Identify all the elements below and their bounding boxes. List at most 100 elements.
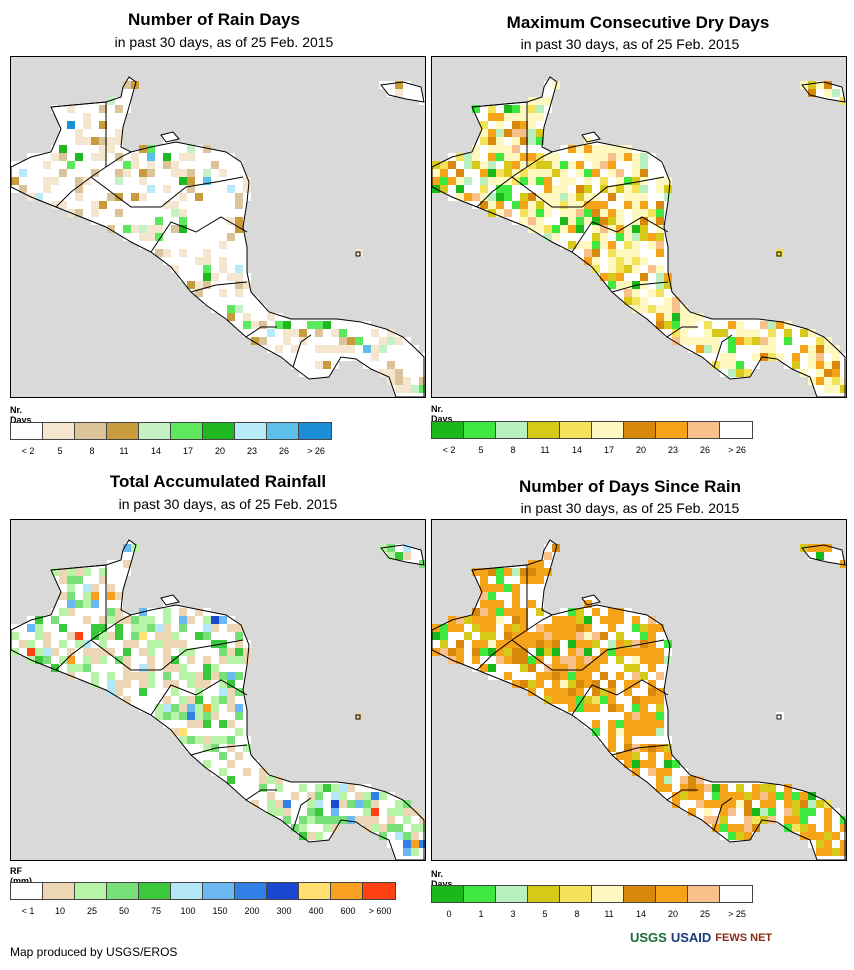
data-cell (163, 704, 171, 712)
data-cell (656, 169, 664, 177)
data-cell (323, 792, 331, 800)
data-cell (275, 337, 283, 345)
data-cell (656, 265, 664, 273)
data-cell (83, 576, 91, 584)
data-cell (339, 345, 347, 353)
data-cell (219, 257, 227, 265)
data-cell (211, 688, 219, 696)
data-cell (219, 672, 227, 680)
data-cell (592, 632, 600, 640)
data-cell (504, 632, 512, 640)
data-cell (139, 153, 147, 161)
data-cell (536, 568, 544, 576)
data-cell (784, 329, 792, 337)
data-cell (203, 720, 211, 728)
data-cell (536, 656, 544, 664)
data-cell (576, 201, 584, 209)
data-cell (91, 121, 99, 129)
country-border (526, 614, 553, 631)
data-cell (355, 345, 363, 353)
data-cell (211, 672, 219, 680)
data-cell (520, 105, 528, 113)
data-cell (107, 616, 115, 624)
data-cell (840, 848, 846, 856)
data-cell (235, 249, 243, 257)
data-cell (131, 153, 139, 161)
data-cell (592, 608, 600, 616)
data-cell (832, 89, 840, 97)
data-cell (155, 145, 163, 153)
data-cell (99, 193, 107, 201)
data-cell (784, 321, 792, 329)
data-cell (67, 153, 75, 161)
data-cell (203, 640, 211, 648)
data-cell (187, 177, 195, 185)
data-cell (456, 616, 464, 624)
data-cell (800, 816, 808, 824)
data-cell (824, 345, 832, 353)
data-cell (371, 353, 379, 361)
data-cell (371, 329, 379, 337)
data-cell (528, 153, 536, 161)
data-cell (448, 624, 456, 632)
data-cell (800, 337, 808, 345)
data-cell (472, 632, 480, 640)
data-cell (824, 552, 832, 560)
data-cell (171, 177, 179, 185)
data-cell (664, 185, 672, 193)
data-cell (403, 345, 411, 353)
data-cell (544, 169, 552, 177)
data-cell (520, 648, 528, 656)
data-cell (592, 201, 600, 209)
coastline (581, 131, 601, 143)
data-cell (664, 752, 672, 760)
data-cell (155, 704, 163, 712)
data-cell (315, 792, 323, 800)
data-cell (624, 632, 632, 640)
country-border (150, 216, 248, 253)
data-cell (576, 672, 584, 680)
data-cell (235, 776, 243, 784)
data-cell (355, 792, 363, 800)
data-cell (83, 616, 91, 624)
data-cell (195, 241, 203, 249)
data-cell (195, 656, 203, 664)
data-cell (107, 177, 115, 185)
data-cell (179, 177, 187, 185)
data-cell (211, 185, 219, 193)
data-cell (115, 616, 123, 624)
data-cell (387, 808, 395, 816)
data-cell (536, 592, 544, 600)
data-cell (816, 552, 824, 560)
data-cell (480, 656, 488, 664)
data-cell (27, 185, 35, 193)
data-cell (235, 624, 243, 632)
data-cell (331, 337, 339, 345)
data-cell (488, 632, 496, 640)
data-cell (600, 696, 608, 704)
data-cell (832, 848, 840, 856)
data-cell (648, 640, 656, 648)
data-cell (83, 640, 91, 648)
data-cell (67, 584, 75, 592)
data-cell (592, 640, 600, 648)
data-cell (592, 249, 600, 257)
data-cell (291, 816, 299, 824)
data-cell (824, 832, 832, 840)
data-cell (163, 153, 171, 161)
data-cell (195, 712, 203, 720)
data-cell (195, 640, 203, 648)
data-cell (347, 808, 355, 816)
data-cell (83, 113, 91, 121)
data-cell (155, 608, 163, 616)
data-cell (155, 217, 163, 225)
data-cell (680, 329, 688, 337)
data-cell (107, 576, 115, 584)
data-cell (472, 177, 480, 185)
data-cell (371, 824, 379, 832)
data-cell (83, 584, 91, 592)
data-cell (704, 329, 712, 337)
data-cell (744, 361, 752, 369)
data-cell (672, 760, 680, 768)
data-cell (219, 752, 227, 760)
